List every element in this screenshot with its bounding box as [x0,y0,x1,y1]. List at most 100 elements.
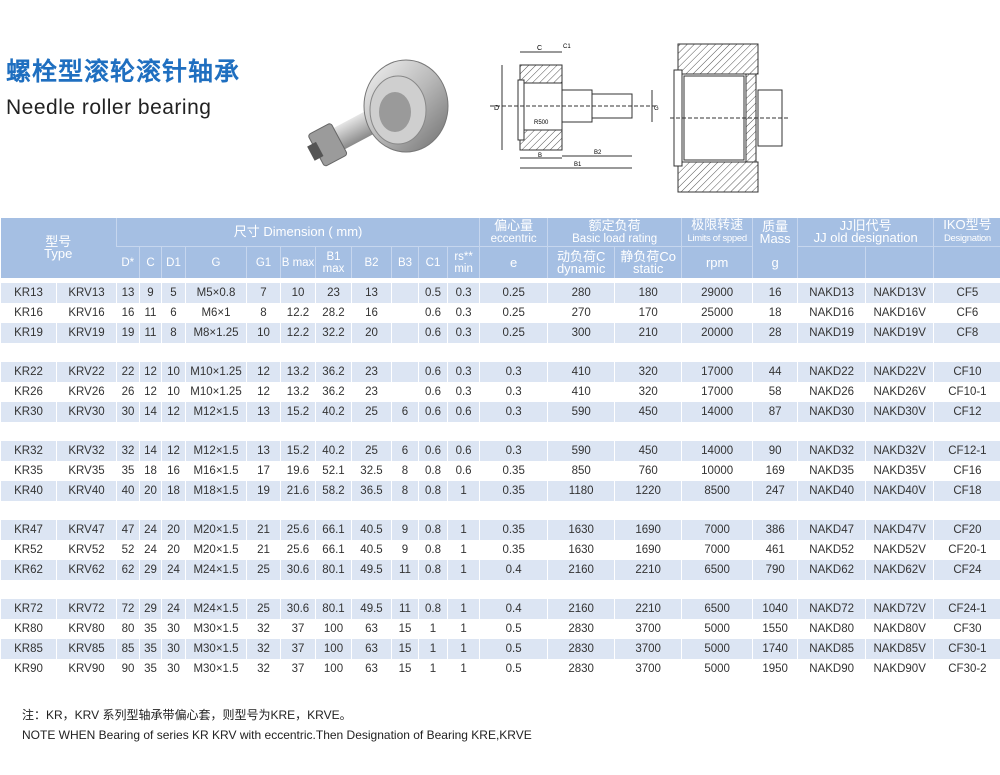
table-cell: 0.6 [418,382,448,402]
table-cell: NAKD80V [865,619,934,639]
table-cell: 450 [614,402,682,422]
iko-en: Designation [943,233,991,244]
table-cell: 15 [391,659,419,679]
table-cell: KR47 [0,520,57,540]
table-cell: M20×1.5 [185,540,247,560]
table-cell: 8 [391,481,419,501]
col-b-max: B max [280,246,316,278]
table-cell: 1690 [614,540,682,560]
table-cell: 8500 [681,481,753,501]
table-cell: 36.5 [351,481,392,501]
table-cell: 62 [116,560,140,580]
table-cell: 0.3 [479,382,548,402]
table-cell: 386 [752,520,798,540]
table-cell: 40 [116,481,140,501]
table-cell: 20 [161,540,186,560]
table-cell: M12×1.5 [185,402,247,422]
table-cell: 25 [351,402,392,422]
table-cell: M12×1.5 [185,441,247,461]
table-cell: 10 [161,382,186,402]
bearing-photo [307,59,449,167]
table-cell: 0.8 [418,461,448,481]
table-cell: 0.6 [446,402,480,422]
table-cell: 15 [391,639,419,659]
table-cell: 30.6 [280,599,316,619]
table-cell: CF12 [933,402,1000,422]
table-cell: 37 [280,639,316,659]
table-cell: 12 [161,441,186,461]
table-cell: 1180 [547,481,615,501]
table-cell: 410 [547,382,615,402]
load-cn: 额定负荷 [588,217,641,233]
table-row: KR85 KRV85 85 35 30 M30×1.5 32 37 100 63 15 1 1 0.5 28… [0,639,1000,659]
table-cell: 1 [418,659,448,679]
table-cell: 24 [139,520,162,540]
table-cell: 0.6 [418,441,448,461]
table-cell: 1 [446,520,480,540]
jj-cn: JJ旧代号 [839,218,892,233]
table-cell: NAKD32V [865,441,934,461]
table-cell: 85 [116,639,140,659]
table-cell: M30×1.5 [185,659,247,679]
table-cell: 10 [246,323,281,343]
table-cell: 16 [351,303,392,323]
table-cell: 21 [246,520,281,540]
table-cell: KRV32 [56,441,117,461]
table-cell: NAKD85 [797,639,866,659]
table-cell: 0.3 [446,323,480,343]
table-cell: 10000 [681,461,753,481]
table-cell: CF12-1 [933,441,1000,461]
table-cell: NAKD22 [797,362,866,382]
table-cell: 72 [116,599,140,619]
table-cell: 26 [116,382,140,402]
table-cell: KR90 [0,659,57,679]
table-cell: 9 [139,283,162,303]
table-cell: 35 [139,639,162,659]
table-cell: 0.35 [479,481,548,501]
table-cell: NAKD90 [797,659,866,679]
table-cell: 0.3 [446,303,480,323]
table-cell: 15 [391,619,419,639]
table-cell: 1040 [752,599,798,619]
table-row: KR32 KRV32 32 14 12 M12×1.5 13 15.2 40.2 25 6 0.6 0.… [0,441,1000,461]
mass-unit: g [771,255,779,270]
mass-cn: 质量 [762,219,789,234]
table-cell: CF30-2 [933,659,1000,679]
table-cell: KR26 [0,382,57,402]
table-cell: 29000 [681,283,753,303]
table-cell: KR32 [0,441,57,461]
table-cell: 5000 [681,619,753,639]
table-cell: 80.1 [315,560,352,580]
table-cell: NAKD40 [797,481,866,501]
col-dimension: 尺寸 Dimension ( mm) [115,218,480,247]
table-cell: 19 [246,481,281,501]
table-cell: KRV80 [56,619,117,639]
col-iko-blank [933,246,1000,278]
table-cell: NAKD30 [797,402,866,422]
table-cell: CF30-1 [933,639,1000,659]
table-cell: CF18 [933,481,1000,501]
table-cell: KR85 [0,639,57,659]
label-b: B [538,153,542,159]
table-cell: 21.6 [280,481,316,501]
table-cell: 66.1 [315,540,352,560]
table-cell: 20 [161,520,186,540]
table-cell: 0.6 [418,303,448,323]
table-cell: KRV40 [56,481,117,501]
col-d: D* [116,246,140,278]
table-cell [391,382,419,402]
col-e: e [479,246,548,278]
table-cell: 13 [351,283,392,303]
col-jj-1 [797,246,866,278]
table-cell: 1 [446,639,480,659]
table-cell: NAKD52 [797,540,866,560]
table-cell: 52.1 [315,461,352,481]
table-cell: 63 [351,659,392,679]
table-cell: NAKD52V [865,540,934,560]
col-g1: G1 [246,246,281,278]
table-cell: 23 [351,362,392,382]
table-cell: 1 [446,540,480,560]
table-cell: 6 [161,303,186,323]
table-cell: 29 [139,599,162,619]
table-cell: 0.25 [479,303,548,323]
